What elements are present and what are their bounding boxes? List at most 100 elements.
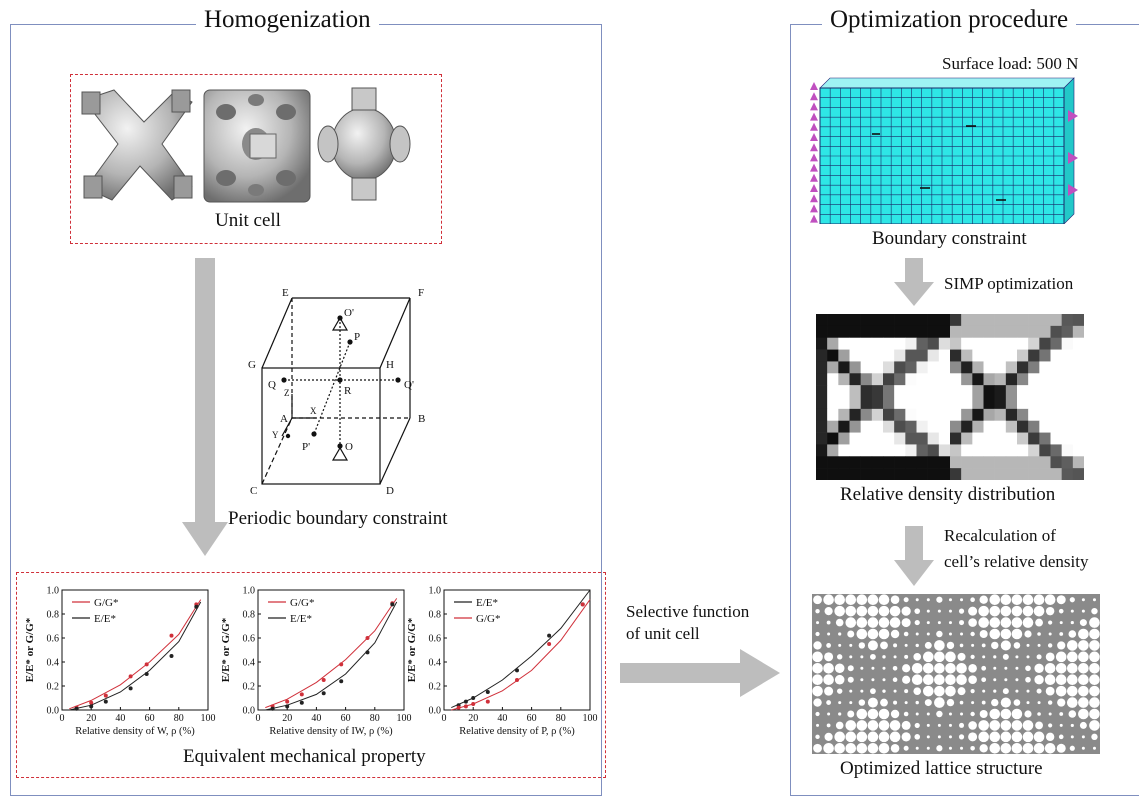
density-cell <box>994 408 1007 422</box>
density-cell <box>894 408 906 422</box>
density-cell <box>916 349 928 362</box>
density-cell <box>1061 325 1074 339</box>
density-cell <box>894 468 906 480</box>
density-cell <box>849 456 861 469</box>
series-line <box>69 599 202 710</box>
density-cell <box>849 420 861 433</box>
lattice-cell <box>991 641 999 650</box>
lattice-cell <box>1056 595 1066 605</box>
lattice-cell <box>913 687 922 695</box>
lattice-cell <box>878 720 890 731</box>
lattice-cell <box>823 594 834 606</box>
lattice-cell <box>1089 697 1100 708</box>
lattice-cell <box>1059 632 1064 636</box>
density-cell <box>894 361 906 374</box>
density-cell <box>1028 385 1040 398</box>
cube-axis-y: Y <box>272 430 279 440</box>
series-line <box>265 598 398 709</box>
lattice-cell <box>989 742 1001 754</box>
density-cell <box>961 325 973 339</box>
lattice-cell <box>946 641 955 650</box>
support-triangle <box>810 173 818 182</box>
density-cell <box>972 373 984 386</box>
density-cell <box>961 349 973 362</box>
lattice-cell <box>1047 643 1053 648</box>
lattice-cell <box>860 666 864 670</box>
density-cell <box>950 385 962 398</box>
lattice-cell <box>882 655 886 659</box>
lattice-cell <box>813 698 822 707</box>
density-cell <box>938 325 951 339</box>
lattice-cell <box>981 643 986 648</box>
y-tick-label: 0.0 <box>47 706 60 717</box>
lattice-cell <box>1022 742 1034 754</box>
density-cell <box>1028 444 1040 457</box>
density-cell <box>916 361 928 374</box>
lattice-cell <box>1011 605 1023 617</box>
recalc-line2: cell’s relative density <box>944 552 1089 571</box>
density-cell <box>1005 325 1018 339</box>
data-point <box>547 642 552 646</box>
support-triangle <box>810 133 818 141</box>
y-tick-label: 0.4 <box>243 658 256 669</box>
cube-label-h: H <box>386 359 394 371</box>
x-tick-label: 100 <box>201 713 216 724</box>
lattice-cell <box>1089 674 1100 686</box>
lattice-cell <box>971 643 975 647</box>
density-cell <box>972 420 984 433</box>
lattice-cell <box>1015 678 1019 682</box>
lattice-cell <box>915 746 919 750</box>
lattice-cell <box>890 743 900 753</box>
lattice-cell <box>1002 653 1009 660</box>
density-cell <box>1061 361 1074 374</box>
lattice-cell <box>860 689 864 693</box>
density-cell <box>1061 456 1074 469</box>
density-cell <box>1072 397 1084 410</box>
lattice-cell <box>1004 666 1008 670</box>
lattice-cell <box>1015 655 1019 659</box>
lattice-cell <box>1011 617 1023 628</box>
density-cell <box>849 314 861 327</box>
lattice-cell <box>834 605 845 617</box>
lattice-cell <box>993 678 997 682</box>
density-cell <box>927 420 940 433</box>
data-point <box>74 706 79 711</box>
density-cell <box>1061 337 1074 350</box>
density-cell <box>983 432 995 445</box>
density-cell <box>927 408 940 422</box>
lattice-cell <box>1067 674 1078 686</box>
lattice-cell <box>893 689 897 693</box>
density-cell <box>827 349 839 362</box>
density-cell <box>1061 397 1074 410</box>
cube-label-g: G <box>248 359 256 371</box>
density-cell <box>816 314 828 327</box>
lattice-cell <box>989 617 1001 628</box>
lattice-cell <box>823 674 834 686</box>
lattice-cell <box>989 605 1001 617</box>
density-cell <box>905 385 917 398</box>
lattice-cell <box>878 605 890 617</box>
density-cell <box>838 373 850 386</box>
selective-line1: Selective function <box>626 602 750 621</box>
lattice-cell <box>816 723 820 727</box>
density-cell <box>983 373 995 386</box>
lattice-cell <box>1000 708 1012 720</box>
y-tick-label: 0.4 <box>47 658 60 669</box>
lattice-cell <box>870 688 876 695</box>
density-cell <box>972 314 984 327</box>
lattice-cell <box>1058 734 1064 740</box>
density-cell <box>1028 456 1040 469</box>
density-cell <box>983 456 995 469</box>
density-cell <box>1050 361 1062 374</box>
lattice-cell <box>923 685 934 697</box>
lattice-cell <box>849 643 853 647</box>
density-cell <box>1039 432 1051 445</box>
p-unit-cell-image <box>317 87 411 201</box>
unit-cell-label: Unit cell <box>215 210 281 231</box>
lattice-cell <box>1055 674 1067 686</box>
density-cell <box>883 468 895 480</box>
density-cell <box>871 432 884 445</box>
lattice-cell <box>1058 608 1064 614</box>
lattice-cell <box>1024 710 1032 718</box>
lattice-cell <box>924 699 932 707</box>
